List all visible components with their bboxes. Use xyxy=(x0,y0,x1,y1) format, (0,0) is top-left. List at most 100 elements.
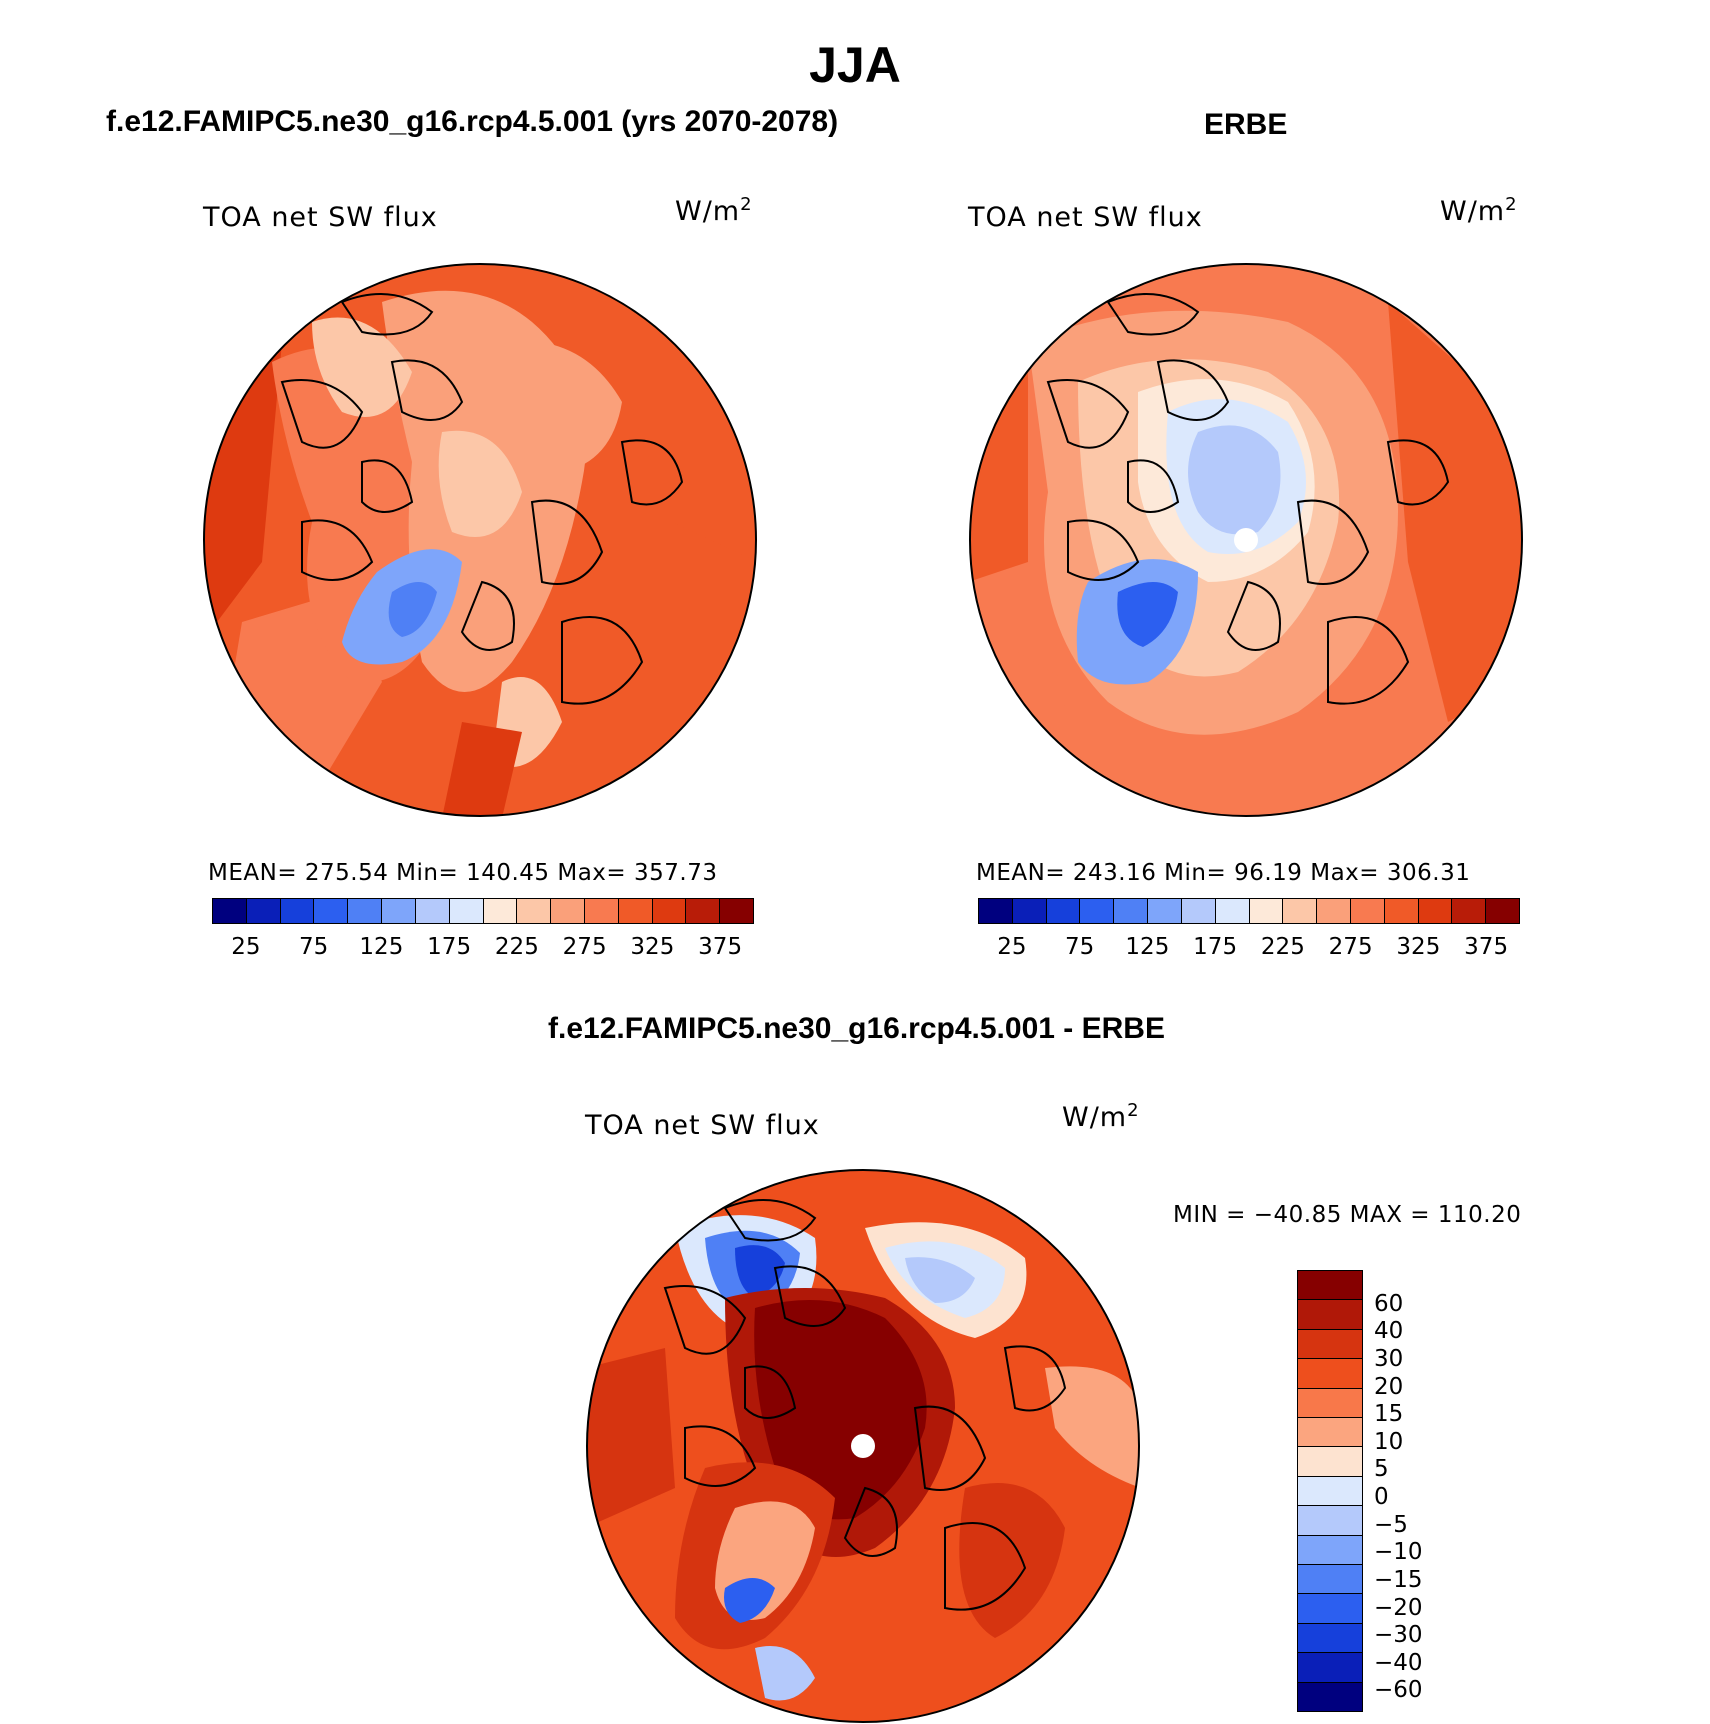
colorbar-swatch xyxy=(1384,899,1419,923)
colorbar-tick-label: 225 xyxy=(1260,934,1305,960)
diff-polar-map xyxy=(586,1169,1140,1723)
colorbar-swatch xyxy=(1181,899,1216,923)
colorbar-swatch xyxy=(517,899,552,923)
colorbar-tick-label: 75 xyxy=(1064,934,1095,960)
colorbar-swatch xyxy=(1283,899,1318,923)
obs-units-label: W/m2 xyxy=(1440,194,1518,227)
colorbar-swatch xyxy=(1046,899,1081,923)
colorbar-swatch xyxy=(652,899,687,923)
colorbar-swatch xyxy=(1249,899,1284,923)
colorbar-tick-label: 175 xyxy=(427,934,472,960)
colorbar-swatch xyxy=(1298,1388,1362,1419)
colorbar-swatch xyxy=(1215,899,1250,923)
colorbar-swatch xyxy=(1418,899,1453,923)
model-variable-label: TOA net SW flux xyxy=(203,202,438,233)
colorbar-tick-label: 275 xyxy=(1328,934,1373,960)
obs-stats: MEAN= 243.16 Min= 96.19 Max= 306.31 xyxy=(976,860,1471,886)
colorbar-tick-label: 15 xyxy=(1374,1401,1404,1428)
colorbar-swatch xyxy=(1298,1506,1362,1536)
colorbar-swatch xyxy=(551,899,585,923)
colorbar-swatch xyxy=(1298,1271,1362,1301)
colorbar-tick-label: 175 xyxy=(1193,934,1238,960)
colorbar-swatch xyxy=(1298,1535,1362,1566)
colorbar-swatch xyxy=(720,899,753,923)
colorbar-swatch xyxy=(415,899,450,923)
colorbar-tick-label: −30 xyxy=(1374,1622,1423,1649)
colorbar-tick-label: −10 xyxy=(1374,1539,1423,1566)
colorbar-tick-label: 0 xyxy=(1374,1484,1389,1510)
colorbar-tick-label: 225 xyxy=(494,934,539,960)
colorbar-swatch xyxy=(1114,899,1149,923)
diff-variable-label: TOA net SW flux xyxy=(585,1110,820,1141)
colorbar-tick-label: 40 xyxy=(1374,1318,1404,1345)
colorbar-swatch xyxy=(483,899,518,923)
obs-colorbar-labels: 25 75 125 175 225 275 325 375 xyxy=(978,934,1520,962)
colorbar-swatch xyxy=(1452,899,1487,923)
colorbar-tick-label: −15 xyxy=(1374,1566,1423,1593)
colorbar-tick-label: 275 xyxy=(562,934,607,960)
model-colorbar-labels: 25 75 125 175 225 275 325 375 xyxy=(212,934,754,962)
colorbar-tick-label: 125 xyxy=(359,934,404,960)
colorbar-swatch xyxy=(1298,1653,1362,1683)
colorbar-swatch xyxy=(1298,1682,1362,1712)
colorbar-tick-label: 25 xyxy=(997,934,1027,960)
colorbar-swatch xyxy=(1350,899,1385,923)
colorbar-swatch xyxy=(1298,1565,1362,1595)
model-polar-map xyxy=(203,263,757,817)
colorbar-swatch xyxy=(1298,1447,1362,1477)
colorbar-tick-label: 375 xyxy=(698,934,743,960)
colorbar-tick-label: 5 xyxy=(1374,1456,1389,1483)
colorbar-swatch xyxy=(1298,1300,1362,1330)
colorbar-swatch xyxy=(618,899,653,923)
figure-title: JJA xyxy=(809,37,901,93)
colorbar-swatch xyxy=(213,899,247,923)
diff-colorbar xyxy=(1297,1270,1363,1712)
colorbar-swatch xyxy=(1148,899,1182,923)
colorbar-swatch xyxy=(979,899,1013,923)
colorbar-tick-label: 75 xyxy=(298,934,329,960)
colorbar-tick-label: −60 xyxy=(1374,1677,1423,1704)
diff-stats: MIN = −40.85 MAX = 110.20 xyxy=(1173,1202,1522,1228)
colorbar-swatch xyxy=(1486,899,1519,923)
colorbar-tick-label: 325 xyxy=(630,934,675,960)
colorbar-swatch xyxy=(686,899,721,923)
diff-colorbar-labels: 60 40 30 20 15 10 5 0 −5 −10 −15 −20 −30 −40 −60 xyxy=(1374,1270,1474,1712)
obs-variable-label: TOA net SW flux xyxy=(968,202,1203,233)
colorbar-tick-label: −5 xyxy=(1374,1511,1408,1538)
colorbar-tick-label: 10 xyxy=(1374,1428,1404,1455)
model-panel-title: f.e12.FAMIPC5.ne30_g16.rcp4.5.001 (yrs 2… xyxy=(106,105,839,138)
colorbar-swatch xyxy=(1080,899,1115,923)
colorbar-tick-label: 25 xyxy=(231,934,261,960)
colorbar-tick-label: 60 xyxy=(1374,1290,1404,1317)
colorbar-swatch xyxy=(314,899,349,923)
colorbar-tick-label: −20 xyxy=(1374,1594,1423,1621)
colorbar-swatch xyxy=(1298,1418,1362,1448)
colorbar-swatch xyxy=(1012,899,1047,923)
colorbar-tick-label: 30 xyxy=(1374,1345,1404,1372)
colorbar-swatch xyxy=(1298,1359,1362,1389)
colorbar-tick-label: 325 xyxy=(1396,934,1441,960)
colorbar-swatch xyxy=(1317,899,1351,923)
obs-colorbar xyxy=(978,898,1520,924)
colorbar-swatch xyxy=(584,899,619,923)
colorbar-swatch xyxy=(1298,1594,1362,1624)
colorbar-swatch xyxy=(1298,1329,1362,1360)
colorbar-swatch xyxy=(1298,1476,1362,1507)
obs-polar-map xyxy=(969,263,1523,817)
colorbar-tick-label: −40 xyxy=(1374,1649,1423,1676)
obs-panel-title: ERBE xyxy=(1204,108,1288,141)
colorbar-swatch xyxy=(1298,1623,1362,1654)
colorbar-swatch xyxy=(246,899,281,923)
colorbar-tick-label: 375 xyxy=(1464,934,1509,960)
model-stats: MEAN= 275.54 Min= 140.45 Max= 357.73 xyxy=(208,860,718,886)
diff-units-label: W/m2 xyxy=(1062,1100,1140,1133)
colorbar-swatch xyxy=(449,899,484,923)
colorbar-swatch xyxy=(348,899,383,923)
colorbar-tick-label: 125 xyxy=(1125,934,1170,960)
diff-panel-title: f.e12.FAMIPC5.ne30_g16.rcp4.5.001 - ERBE xyxy=(548,1012,1165,1045)
model-colorbar xyxy=(212,898,754,924)
model-units-label: W/m2 xyxy=(675,194,753,227)
colorbar-swatch xyxy=(280,899,315,923)
colorbar-tick-label: 20 xyxy=(1374,1373,1404,1400)
colorbar-swatch xyxy=(382,899,416,923)
